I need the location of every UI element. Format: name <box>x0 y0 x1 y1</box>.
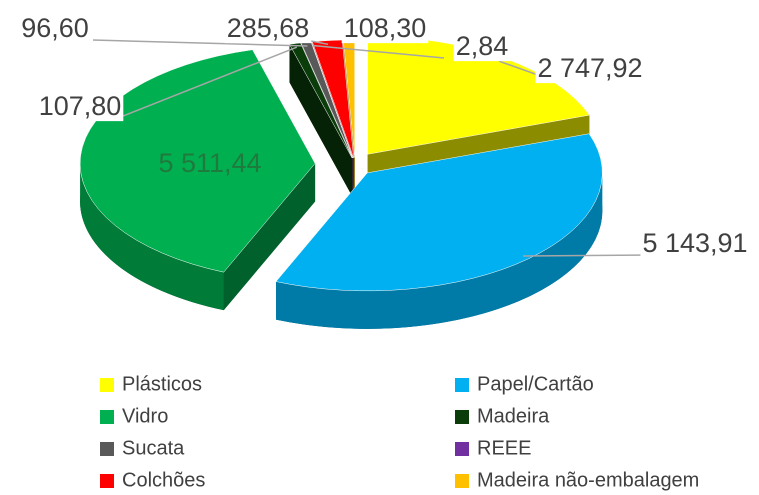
legend-swatch <box>455 474 469 488</box>
label-bg <box>224 13 312 44</box>
legend-label: REEE <box>477 437 531 459</box>
legend-swatch <box>100 474 114 488</box>
label-bg <box>640 228 750 259</box>
label-bg <box>453 31 511 62</box>
value-label: 5 511,44 <box>158 148 261 178</box>
legend-label: Madeira não-embalagem <box>477 469 699 491</box>
leader-line <box>312 44 445 59</box>
legend-swatch <box>100 378 114 392</box>
value-labels: 2 747,92 5 143,91 5 511,44 107,80 96,60 2,84 2… <box>19 13 750 259</box>
legend: Plásticos Papel/Cartão Vidro Madeira Sucata R… <box>100 373 699 491</box>
legend-swatch <box>455 410 469 424</box>
label-bg <box>36 91 124 122</box>
slice-side <box>276 172 603 329</box>
value-label: 96,60 <box>21 13 89 43</box>
legend-swatch <box>455 378 469 392</box>
legend-label: Sucata <box>122 437 185 459</box>
value-label: 2 747,92 <box>537 53 642 83</box>
slice-side <box>80 163 224 311</box>
leader-line <box>117 46 298 119</box>
slice <box>275 133 603 292</box>
legend-label: Vidro <box>122 405 168 427</box>
leader-line <box>523 254 658 257</box>
value-label: 5 143,91 <box>642 228 747 258</box>
slice-wall <box>223 163 316 311</box>
leader-line <box>92 39 308 47</box>
value-label: 108,30 <box>344 13 427 43</box>
label-bg <box>535 53 645 84</box>
label-bg <box>341 13 429 44</box>
legend-label: Colchões <box>122 469 205 491</box>
slice <box>79 49 316 273</box>
legend-label: Papel/Cartão <box>477 373 594 395</box>
legend-label: Madeira <box>477 405 550 427</box>
legend-swatch <box>100 442 114 456</box>
legend-swatch <box>455 442 469 456</box>
label-bg <box>19 13 91 44</box>
value-label: 285,68 <box>227 13 310 43</box>
value-label: 2,84 <box>456 31 509 61</box>
legend-label: Plásticos <box>122 373 202 395</box>
pie <box>79 35 603 329</box>
value-label: 107,80 <box>39 91 122 121</box>
legend-swatch <box>100 410 114 424</box>
